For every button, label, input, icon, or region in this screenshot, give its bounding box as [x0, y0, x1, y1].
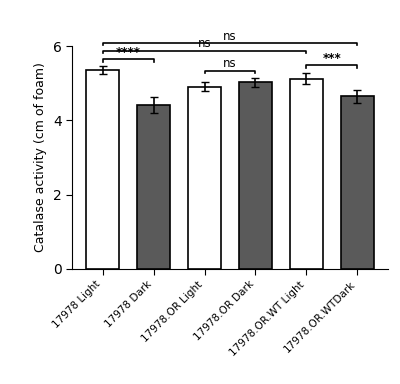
Bar: [137, 105, 170, 269]
Text: ns: ns: [223, 30, 237, 43]
Bar: [188, 87, 221, 269]
Text: ****: ****: [116, 46, 140, 59]
Bar: [86, 70, 119, 269]
Text: ***: ***: [322, 52, 341, 65]
Bar: [239, 83, 272, 269]
Bar: [341, 96, 374, 269]
Text: ns: ns: [198, 37, 211, 50]
Text: ns: ns: [223, 57, 237, 70]
Y-axis label: Catalase activity (cm of foam): Catalase activity (cm of foam): [34, 63, 47, 252]
Bar: [290, 79, 323, 269]
